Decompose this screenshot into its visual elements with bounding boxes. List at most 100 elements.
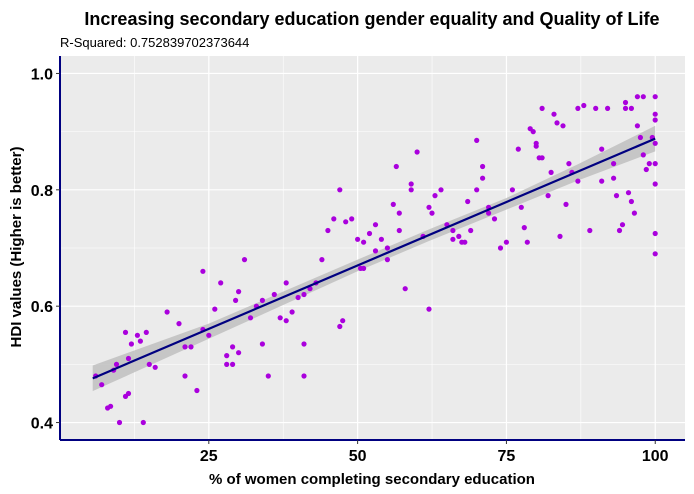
data-point xyxy=(548,169,554,175)
data-point xyxy=(593,105,599,111)
data-point xyxy=(581,102,587,109)
y-tick-label: 1.0 xyxy=(31,66,53,83)
data-point xyxy=(372,248,379,254)
data-point xyxy=(343,219,349,225)
data-point xyxy=(551,111,557,117)
y-tick-label: 0.8 xyxy=(31,183,53,200)
data-point xyxy=(622,99,629,106)
data-point xyxy=(295,294,301,301)
data-point xyxy=(566,161,572,167)
data-point xyxy=(622,105,629,111)
data-point xyxy=(497,245,504,251)
y-tick-label: 0.4 xyxy=(31,416,53,433)
data-point xyxy=(533,143,539,149)
data-point xyxy=(134,332,140,338)
data-point xyxy=(116,419,123,426)
data-point xyxy=(450,227,456,234)
data-point xyxy=(125,355,132,362)
data-point xyxy=(539,105,545,111)
data-point xyxy=(301,291,307,298)
y-tick-labels: 0.4 0.6 0.8 1.0 xyxy=(31,66,60,433)
x-tick-label: 50 xyxy=(349,448,367,465)
data-point xyxy=(366,230,373,237)
data-point xyxy=(176,321,182,327)
chart-subtitle: R-Squared: 0.752839702373644 xyxy=(60,35,249,50)
data-point xyxy=(575,105,581,111)
data-point xyxy=(491,216,498,222)
data-point xyxy=(99,382,105,388)
data-point xyxy=(643,166,649,173)
data-point xyxy=(480,175,486,181)
data-point xyxy=(206,332,212,338)
grid-lines xyxy=(60,56,685,440)
data-point xyxy=(652,140,658,146)
data-point xyxy=(619,222,626,228)
data-point xyxy=(631,210,638,216)
data-point xyxy=(122,329,129,335)
data-point xyxy=(224,353,230,359)
data-point xyxy=(233,297,239,303)
data-point xyxy=(613,193,620,199)
data-point xyxy=(283,318,289,324)
data-point xyxy=(108,403,114,409)
data-point xyxy=(515,146,521,152)
data-point xyxy=(599,146,605,152)
data-point xyxy=(301,341,307,347)
data-point xyxy=(125,390,132,397)
data-point xyxy=(625,190,632,196)
data-point xyxy=(301,373,307,379)
data-point xyxy=(384,245,390,251)
data-point xyxy=(652,181,658,187)
data-point xyxy=(628,105,635,111)
data-point xyxy=(414,149,420,155)
data-point xyxy=(456,233,462,239)
data-point xyxy=(230,361,236,367)
y-axis-title: HDI values (Higher is better) xyxy=(8,147,25,348)
data-point xyxy=(524,239,530,245)
data-point xyxy=(259,341,265,347)
data-point xyxy=(319,257,325,263)
data-point xyxy=(652,117,658,123)
data-point xyxy=(247,315,254,321)
y-tick-label: 0.6 xyxy=(31,299,53,316)
axes xyxy=(59,56,685,441)
x-tick-label: 75 xyxy=(498,448,516,465)
data-point xyxy=(137,338,143,344)
data-point xyxy=(637,134,644,141)
data-point xyxy=(146,361,152,367)
data-point xyxy=(200,268,206,274)
data-point xyxy=(340,318,346,324)
data-point xyxy=(640,152,646,158)
data-point xyxy=(486,210,492,216)
data-point xyxy=(432,193,438,199)
data-point xyxy=(468,227,474,234)
data-point xyxy=(429,210,435,216)
data-point xyxy=(450,236,456,242)
x-tick-labels: 25 50 75 100 xyxy=(200,440,669,465)
data-point xyxy=(563,201,569,207)
data-point xyxy=(331,216,337,222)
data-point xyxy=(634,123,641,129)
data-point xyxy=(557,233,563,239)
data-point xyxy=(652,161,658,167)
data-point xyxy=(652,230,658,237)
data-point xyxy=(539,155,545,161)
data-point xyxy=(265,373,271,379)
data-point xyxy=(611,175,617,181)
data-point xyxy=(480,163,486,170)
data-point xyxy=(396,210,402,216)
data-point xyxy=(372,222,379,228)
data-point xyxy=(587,227,593,234)
data-point xyxy=(113,361,120,367)
data-point xyxy=(361,265,367,271)
data-point xyxy=(355,236,361,242)
data-point xyxy=(277,315,283,321)
data-point xyxy=(182,373,188,379)
data-point xyxy=(503,239,509,245)
data-point xyxy=(628,198,635,205)
data-point xyxy=(378,236,384,242)
data-point xyxy=(349,216,355,222)
data-point xyxy=(518,204,524,210)
data-point xyxy=(426,204,432,210)
